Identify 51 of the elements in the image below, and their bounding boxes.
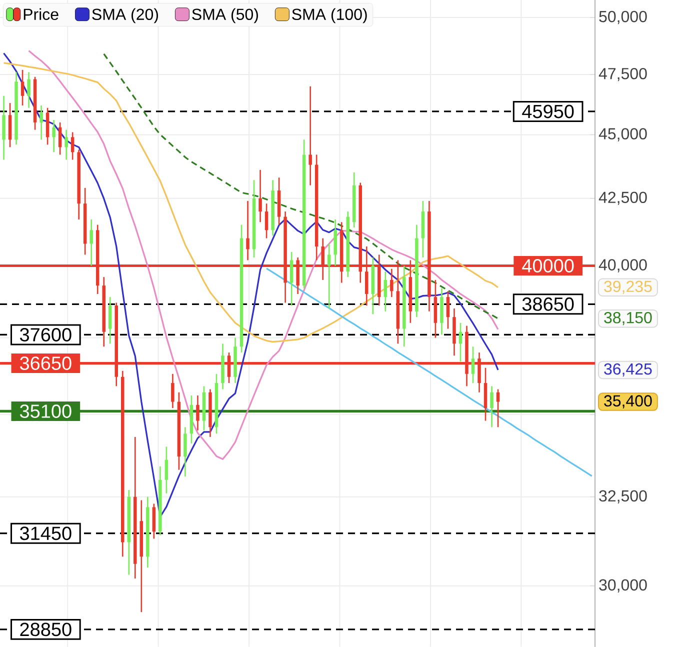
candlestick — [258, 169, 262, 223]
ref-line-label: 35100 — [20, 404, 72, 418]
candlestick — [458, 322, 462, 362]
y-tick-label: 30,000 — [599, 579, 647, 592]
candlestick — [90, 218, 93, 266]
legend-label: SMA (100) — [292, 8, 367, 24]
text: 35,400 — [604, 395, 652, 408]
line-series — [2, 62, 499, 343]
candlestick — [108, 296, 112, 344]
candlestick — [164, 446, 168, 494]
line-series — [2, 52, 499, 518]
candlestick — [496, 388, 500, 428]
candlestick — [64, 129, 68, 160]
y-tick-label: 40,000 — [598, 259, 647, 272]
candlestick — [446, 290, 450, 330]
y-tick-label: 42,500 — [598, 192, 647, 205]
ref-line-label: 37600 — [20, 328, 72, 342]
candlestick — [27, 72, 30, 109]
legend-label: Price — [24, 8, 58, 20]
candlestick — [20, 69, 24, 106]
y-tick-label: 32,500 — [599, 490, 647, 504]
candlestick — [171, 373, 174, 409]
candlestick — [58, 122, 62, 156]
candlestick — [264, 202, 268, 239]
candlestick — [52, 119, 56, 153]
ref-line-label: 40000 — [522, 259, 574, 272]
y-tick-label: 47,500 — [598, 68, 647, 82]
y-tick-label: 50,000 — [599, 10, 647, 24]
ref-line-label: 28850 — [20, 622, 72, 636]
candlestick — [184, 426, 187, 478]
candlestick — [246, 200, 250, 261]
candlestick — [40, 104, 43, 140]
candlestick — [390, 268, 394, 298]
candlestick — [490, 386, 494, 428]
candlestick — [196, 394, 200, 432]
candlestick — [384, 270, 388, 312]
candlestick — [290, 251, 294, 306]
text: 39,235 — [604, 280, 652, 294]
y-tick-label: 45,000 — [598, 128, 647, 142]
text: 38,150 — [604, 312, 652, 326]
legend-label: SMA (50) — [192, 8, 258, 24]
text: 36,425 — [604, 363, 652, 377]
ref-line-label: 38650 — [522, 297, 574, 311]
candlestick — [70, 132, 74, 160]
ref-line-label: 45950 — [522, 104, 574, 118]
ref-line-label: 36650 — [20, 356, 72, 370]
ref-line-label: 31450 — [20, 526, 72, 540]
legend-label: SMA (20) — [92, 8, 158, 24]
candlestick — [327, 243, 331, 310]
candlestick — [471, 346, 475, 384]
candlestick — [308, 86, 312, 186]
